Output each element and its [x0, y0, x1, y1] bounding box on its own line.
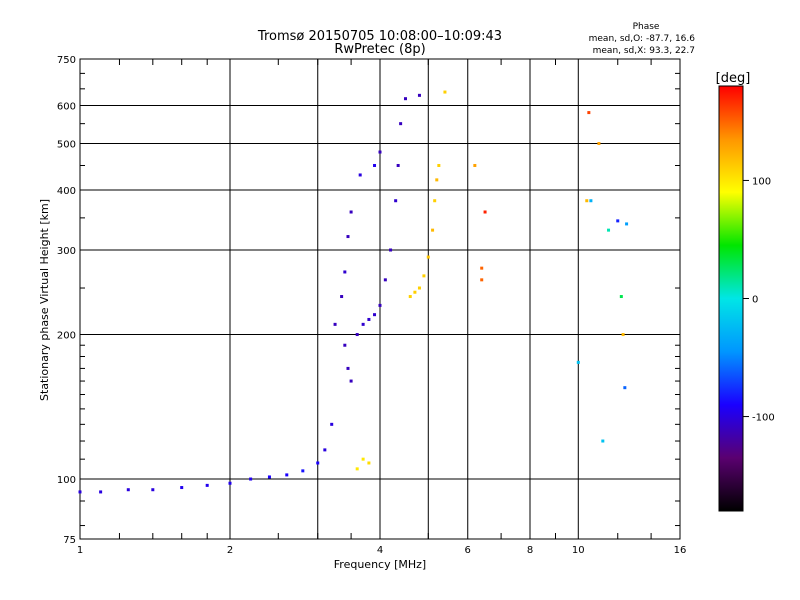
- colorbar-label: [deg]: [716, 71, 751, 86]
- x-tick-label: 2: [227, 545, 233, 556]
- y-tick-label: 600: [57, 102, 76, 113]
- data-point: [426, 255, 430, 259]
- stats-line-x: mean, sd,X: 93.3, 22.7: [593, 46, 695, 56]
- data-point: [587, 111, 591, 115]
- stats-line-o: mean, sd,O: -87.7, 16.6: [589, 34, 696, 44]
- data-point: [349, 379, 353, 383]
- data-point: [396, 163, 400, 167]
- y-tick-label: 300: [57, 246, 76, 257]
- data-point: [378, 303, 382, 307]
- data-point: [607, 228, 611, 232]
- chart-subtitle: RwPretec (8p): [334, 42, 425, 57]
- colorbar-tick-label: 100: [752, 176, 771, 187]
- chart-title: Tromsø 20150705 10:08:00–10:09:43: [257, 29, 502, 44]
- data-point: [601, 439, 605, 443]
- data-point: [483, 210, 487, 214]
- data-point: [399, 122, 403, 126]
- data-point: [346, 235, 350, 239]
- data-point: [205, 483, 209, 487]
- colorbar-tick-label: -100: [752, 413, 775, 424]
- y-tick-label: 400: [57, 186, 76, 197]
- data-point: [78, 490, 82, 494]
- data-point: [394, 199, 398, 203]
- data-point: [431, 228, 435, 232]
- data-point: [323, 448, 327, 452]
- data-point: [585, 199, 589, 203]
- data-point: [433, 199, 437, 203]
- data-point: [358, 173, 362, 177]
- y-tick-label: 750: [57, 55, 76, 66]
- data-point: [267, 475, 271, 479]
- data-point: [437, 163, 441, 167]
- data-point: [126, 488, 130, 492]
- data-point: [361, 322, 365, 326]
- data-point: [343, 343, 347, 347]
- data-point: [417, 286, 421, 290]
- data-point: [301, 469, 305, 473]
- x-axis-label: Frequency [MHz]: [334, 558, 426, 571]
- data-point: [389, 248, 393, 252]
- data-point: [333, 322, 337, 326]
- data-point: [576, 360, 580, 364]
- data-point: [619, 295, 623, 299]
- data-point: [621, 333, 625, 337]
- data-point: [367, 461, 371, 465]
- data-point: [349, 210, 353, 214]
- data-point: [417, 93, 421, 97]
- data-point: [443, 90, 447, 94]
- data-point: [480, 278, 484, 282]
- data-point: [99, 490, 103, 494]
- y-tick-label: 75: [63, 535, 76, 546]
- colorbar-tick-label: 0: [752, 295, 758, 306]
- data-point: [480, 266, 484, 270]
- data-point: [316, 461, 320, 465]
- data-point: [378, 150, 382, 154]
- data-point: [623, 386, 627, 390]
- plot-area: 1 2 4 6 8 10 16 75 100 200 300 400 500 600 750: [57, 55, 686, 556]
- data-point: [361, 457, 365, 461]
- data-point: [589, 199, 593, 203]
- data-point: [285, 473, 289, 477]
- x-tick-label: 16: [674, 545, 687, 556]
- data-point: [346, 366, 350, 370]
- data-point: [616, 219, 620, 223]
- data-point: [228, 481, 232, 485]
- data-point: [473, 163, 477, 167]
- y-tick-label: 500: [57, 140, 76, 151]
- data-point: [373, 313, 377, 317]
- data-point: [413, 290, 417, 294]
- data-point: [355, 467, 359, 471]
- data-point: [249, 477, 253, 481]
- y-tick-label: 200: [57, 331, 76, 342]
- data-point: [151, 488, 155, 492]
- data-point: [403, 97, 407, 101]
- colorbar: [718, 85, 744, 512]
- data-point: [373, 163, 377, 167]
- data-point: [422, 274, 426, 278]
- x-tick-label: 1: [77, 545, 83, 556]
- y-tick-label: 100: [57, 475, 76, 486]
- data-point: [343, 270, 347, 274]
- data-point: [625, 222, 629, 226]
- data-point: [435, 178, 439, 182]
- x-tick-label: 6: [465, 545, 471, 556]
- data-point: [367, 317, 371, 321]
- data-point: [330, 422, 334, 426]
- y-axis-label: Stationary phase Virtual Height [km]: [38, 199, 51, 401]
- x-tick-label: 8: [527, 545, 533, 556]
- x-tick-label: 4: [377, 545, 383, 556]
- colorbar-ticks: -100 0 100: [743, 176, 775, 424]
- data-point: [180, 486, 184, 490]
- data-point: [408, 295, 412, 299]
- data-point: [340, 295, 344, 299]
- data-point: [383, 278, 387, 282]
- stats-heading: Phase: [633, 22, 660, 32]
- data-point: [597, 142, 601, 146]
- x-tick-label: 10: [572, 545, 585, 556]
- data-point: [355, 333, 359, 337]
